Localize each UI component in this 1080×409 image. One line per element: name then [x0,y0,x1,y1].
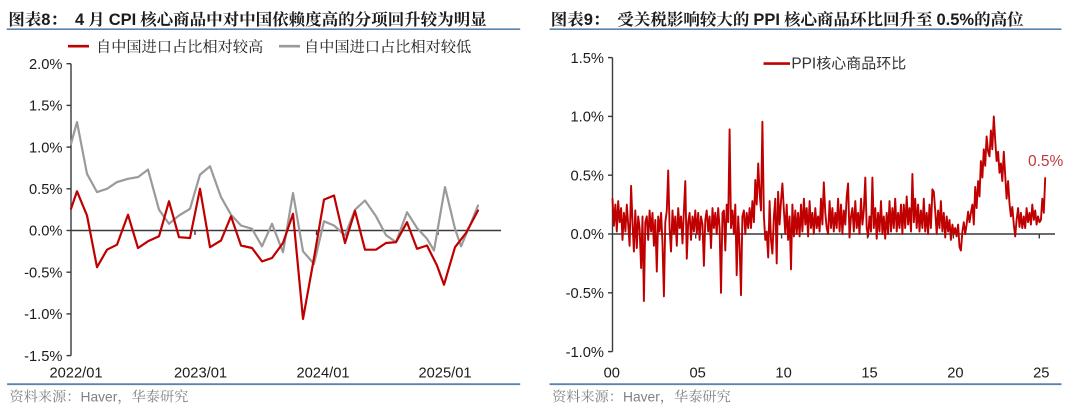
svg-text:Haver: Haver [81,389,118,404]
svg-text:2.0%: 2.0% [29,57,62,73]
svg-text:CPI: CPI [109,11,137,29]
svg-text:-1.0%: -1.0% [566,345,604,361]
svg-text:8: 8 [41,11,50,29]
svg-text:2025/01: 2025/01 [418,366,471,382]
svg-text:2023/01: 2023/01 [174,366,227,382]
svg-text:1.5%: 1.5% [571,51,604,67]
svg-text:25: 25 [1033,366,1049,382]
svg-text:0.5%: 0.5% [937,11,975,29]
svg-text:0.5%: 0.5% [1028,153,1064,170]
svg-text:00: 00 [604,366,620,382]
svg-text:1.0%: 1.0% [29,140,62,156]
svg-text:-1.0%: -1.0% [24,307,62,323]
svg-text:2022/01: 2022/01 [49,366,102,382]
svg-text:10: 10 [775,366,791,382]
svg-text:05: 05 [690,366,706,382]
svg-text:15: 15 [861,366,877,382]
svg-text:9: 9 [584,11,593,29]
svg-text:0.5%: 0.5% [571,168,604,184]
svg-text:-1.5%: -1.5% [24,349,62,365]
svg-text:0.0%: 0.0% [29,224,62,240]
svg-text:PPI: PPI [791,56,816,73]
svg-text:2024/01: 2024/01 [296,366,349,382]
svg-text:1.0%: 1.0% [571,110,604,126]
svg-text:4: 4 [75,11,85,29]
svg-text:20: 20 [947,366,963,382]
svg-text:Haver: Haver [623,389,660,404]
svg-text:-0.5%: -0.5% [24,265,62,281]
svg-text:1.5%: 1.5% [29,99,62,115]
svg-text:0.5%: 0.5% [29,182,62,198]
svg-text:PPI: PPI [753,11,780,29]
svg-text:0.0%: 0.0% [571,227,604,243]
svg-text:-0.5%: -0.5% [566,286,604,302]
